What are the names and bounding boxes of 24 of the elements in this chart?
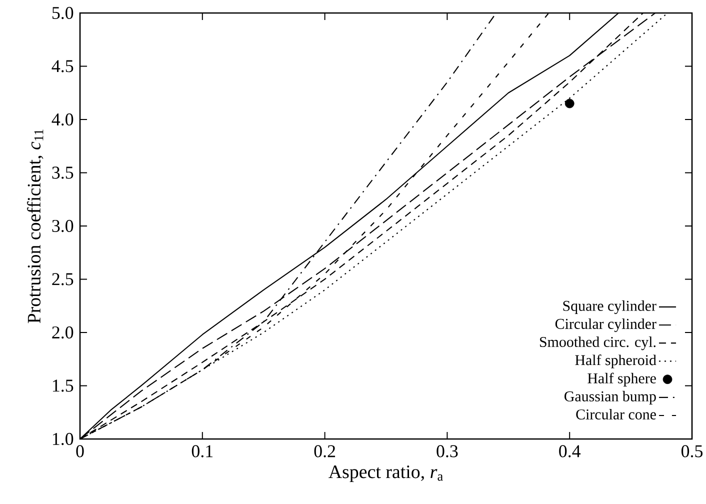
y-tick-label: 4.5 [52,60,74,72]
y-tick-label: 5.0 [52,6,74,20]
x-axis-title: Aspect ratio, r$_{a}$ [328,465,443,482]
legend-label: Circular cylinder [555,318,656,332]
y-tick-label: 4.0 [52,113,74,126]
y-tick-label: 2.0 [52,326,74,339]
y-tick-label: 3.5 [52,166,74,179]
x-tick-label: 0.5 [681,445,703,458]
y-tick-label: 2.5 [52,273,74,286]
legend-label: Half spheroid [575,354,656,368]
y-axis-title: Protrusion coefficient, c$_{11}$ [27,130,44,324]
legend-label: Square cylinder [563,300,656,314]
x-tick-label: 0.4 [559,445,581,458]
y-tick-label: 1.0 [52,432,74,446]
legend-label: Half sphere [588,372,656,386]
legend-label: Circular cone [576,408,656,420]
legend-label: Gaussian bump [564,390,656,404]
legend-label: Smoothed circ. cyl. [540,336,656,350]
y-tick-label: 1.5 [52,380,74,392]
x-tick-label: 0.3 [436,445,458,458]
x-tick-label: 0.1 [192,445,213,458]
y-tick-label: 3.0 [52,220,74,232]
x-tick-label: 0.2 [314,445,336,458]
x-tick-label: 0 [76,445,84,458]
